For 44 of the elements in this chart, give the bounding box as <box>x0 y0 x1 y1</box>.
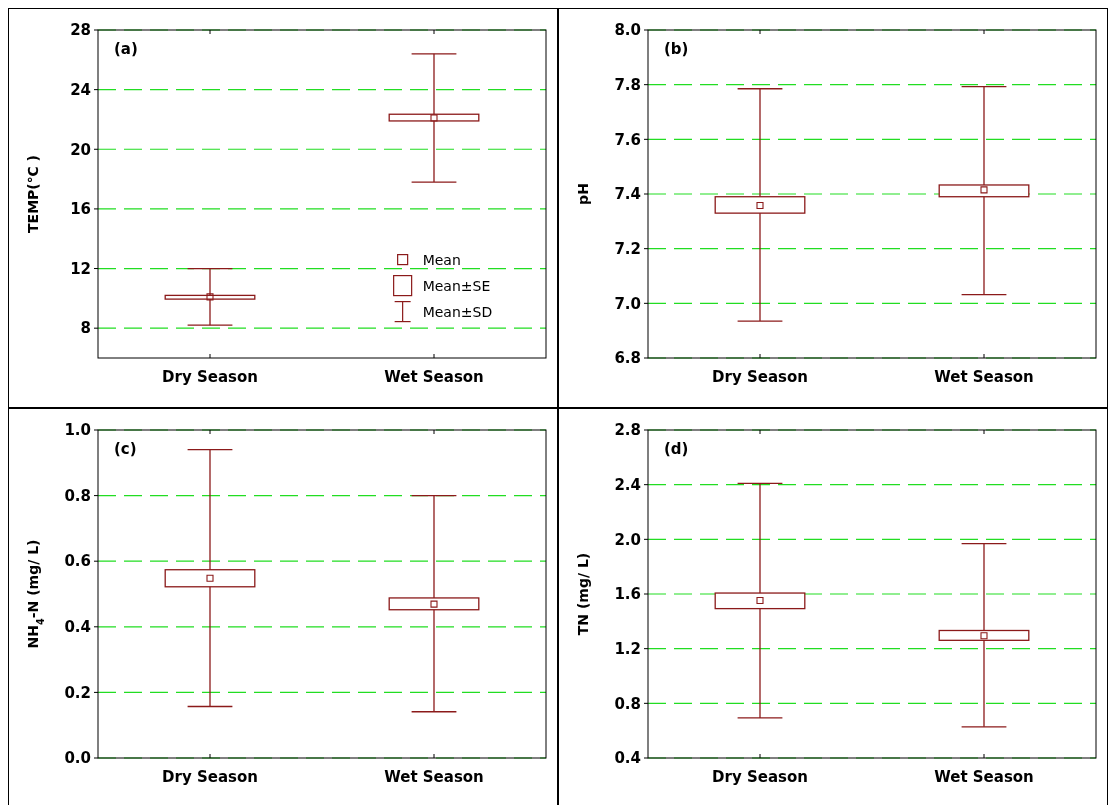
y-tick-label: 6.8 <box>614 349 641 368</box>
y-tick-label: 2.4 <box>614 475 641 494</box>
y-tick-label: 8.0 <box>614 21 641 40</box>
x-tick-label: Dry Season <box>162 368 258 386</box>
text: (a) <box>114 40 138 58</box>
y-tick-label: 0.8 <box>64 486 91 505</box>
y-tick-label: 7.2 <box>614 239 641 258</box>
y-tick-label: 20 <box>70 140 91 159</box>
annotation: Mean±SE <box>422 277 491 294</box>
y-tick-label: 28 <box>70 21 91 40</box>
y-tick-label: 24 <box>70 80 91 99</box>
y-tick-label: 7.6 <box>614 130 641 149</box>
x-tick-label: Wet Season <box>934 768 1034 786</box>
y-tick-label: 0.8 <box>614 694 641 713</box>
x-tick-label: Dry Season <box>712 768 808 786</box>
x-tick-label: Dry Season <box>712 368 808 386</box>
y-tick-label: 0.4 <box>64 618 91 637</box>
y-axis-title: TEMP(℃ ) <box>25 155 41 233</box>
annotation: Mean±SD <box>422 303 493 320</box>
text: (b) <box>664 40 689 58</box>
annotation: Mean <box>422 251 461 268</box>
x-tick-label: Dry Season <box>162 768 258 786</box>
y-tick-label: 0.6 <box>64 552 91 571</box>
y-tick-label: 8 <box>80 319 91 338</box>
y-tick-label: 7.0 <box>614 294 641 313</box>
y-axis-title: TN (mg/ L) <box>575 552 591 636</box>
text: (d) <box>664 440 689 458</box>
x-tick-label: Wet Season <box>384 368 484 386</box>
y-tick-label: 2.8 <box>614 421 641 440</box>
y-tick-label: 0.2 <box>64 683 91 702</box>
y-axis-title: pH <box>575 183 591 205</box>
y-tick-label: 0.0 <box>64 749 91 768</box>
y-tick-label: 1.6 <box>614 585 641 604</box>
y-tick-label: 2.0 <box>614 530 641 549</box>
x-tick-label: Wet Season <box>384 768 484 786</box>
y-tick-label: 12 <box>70 259 91 278</box>
y-tick-label: 0.4 <box>614 749 641 768</box>
x-tick-label: Wet Season <box>934 368 1034 386</box>
y-tick-label: 7.8 <box>614 75 641 94</box>
text: (c) <box>114 440 137 458</box>
y-tick-label: 1.2 <box>614 639 641 658</box>
y-tick-label: 16 <box>70 200 91 219</box>
y-tick-label: 1.0 <box>64 421 91 440</box>
y-tick-label: 7.4 <box>614 185 641 204</box>
